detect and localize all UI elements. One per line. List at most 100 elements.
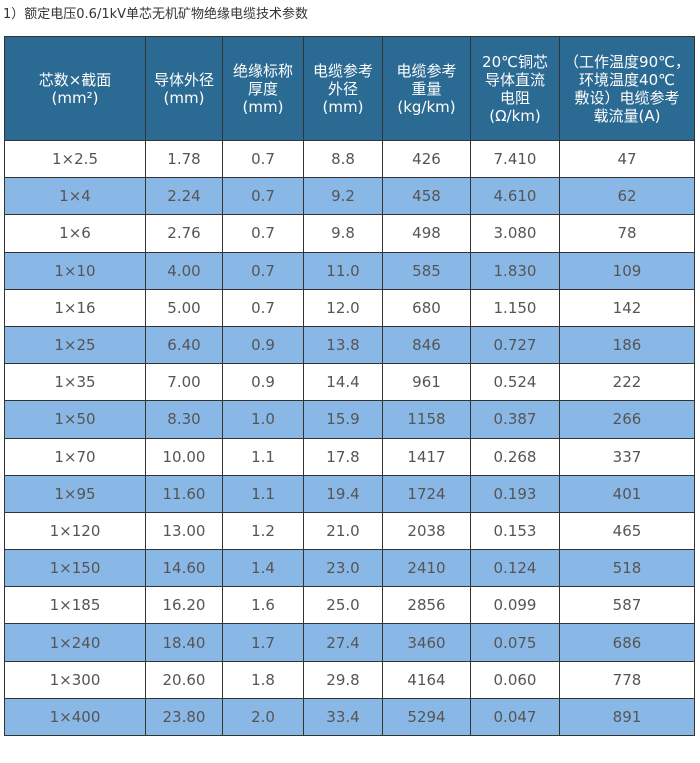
- table-cell: 17.8: [303, 437, 383, 476]
- column-header: 20℃铜芯 导体直流 电阻 (Ω/km): [470, 36, 560, 141]
- table-cell: 1.1: [222, 474, 304, 513]
- table-cell: 1.4: [222, 549, 304, 588]
- table-cell: 0.153: [470, 511, 560, 551]
- table-cell: 13.00: [145, 511, 223, 551]
- table-row: 1×10 4.00 0.7 11.0 585 1.830 109: [4, 251, 695, 290]
- table-cell: 1.1: [222, 437, 304, 476]
- table-cell: 0.7: [222, 139, 304, 179]
- table-cell: 846: [382, 325, 471, 365]
- table-cell: 337: [559, 437, 695, 476]
- table-cell: 1×10: [4, 251, 146, 290]
- table-cell: 1.6: [222, 586, 304, 625]
- table-cell: 1×300: [4, 660, 146, 699]
- table-cell: 2.76: [145, 214, 223, 253]
- table-cell: 0.047: [470, 697, 560, 737]
- table-cell: 10.00: [145, 437, 223, 476]
- table-cell: 2856: [382, 586, 471, 625]
- table-cell: 4.00: [145, 251, 223, 290]
- table-cell: 5294: [382, 697, 471, 737]
- table-cell: 3.080: [470, 214, 560, 253]
- table-cell: 0.524: [470, 363, 560, 402]
- table-cell: 426: [382, 139, 471, 179]
- table-cell: 1×150: [4, 549, 146, 588]
- table-cell: 0.075: [470, 623, 560, 662]
- table-cell: 1×35: [4, 363, 146, 402]
- table-cell: 29.8: [303, 660, 383, 699]
- table-cell: 0.193: [470, 474, 560, 513]
- table-cell: 1724: [382, 474, 471, 513]
- table-cell: 2038: [382, 511, 471, 551]
- table-cell: 47: [559, 139, 695, 179]
- table-cell: 186: [559, 325, 695, 365]
- column-header: 芯数×截面 (mm²): [4, 36, 146, 141]
- table-cell: 3460: [382, 623, 471, 662]
- table-cell: 1×240: [4, 623, 146, 662]
- table-row: 1×4 2.24 0.7 9.2 458 4.610 62: [4, 177, 695, 216]
- table-cell: 458: [382, 177, 471, 216]
- table-cell: 0.7: [222, 214, 304, 253]
- table-row: 1×25 6.40 0.9 13.8 846 0.727 186: [4, 325, 695, 365]
- table-cell: 21.0: [303, 511, 383, 551]
- table-cell: 109: [559, 251, 695, 290]
- spec-table: 芯数×截面 (mm²) 导体外径 (mm) 绝缘标称 厚度 (mm) 电缆参考 外径 …: [4, 36, 695, 737]
- table-cell: 1×120: [4, 511, 146, 551]
- table-cell: 4164: [382, 660, 471, 699]
- table-cell: 1×2.5: [4, 139, 146, 179]
- table-cell: 19.4: [303, 474, 383, 513]
- table-cell: 25.0: [303, 586, 383, 625]
- table-cell: 13.8: [303, 325, 383, 365]
- table-cell: 891: [559, 697, 695, 737]
- column-header: 绝缘标称 厚度 (mm): [222, 36, 304, 141]
- table-cell: 0.9: [222, 363, 304, 402]
- table-cell: 0.387: [470, 400, 560, 439]
- table-row: 1×400 23.80 2.0 33.4 5294 0.047 891: [4, 697, 695, 737]
- table-cell: 686: [559, 623, 695, 662]
- table-cell: 587: [559, 586, 695, 625]
- table-cell: 778: [559, 660, 695, 699]
- table-cell: 2.24: [145, 177, 223, 216]
- table-cell: 401: [559, 474, 695, 513]
- table-cell: 0.7: [222, 251, 304, 290]
- table-cell: 1×50: [4, 400, 146, 439]
- table-row: 1×50 8.30 1.0 15.9 1158 0.387 266: [4, 400, 695, 439]
- table-cell: 0.7: [222, 177, 304, 216]
- table-cell: 8.8: [303, 139, 383, 179]
- table-cell: 0.727: [470, 325, 560, 365]
- table-cell: 7.410: [470, 139, 560, 179]
- table-row: 1×16 5.00 0.7 12.0 680 1.150 142: [4, 288, 695, 327]
- table-cell: 1×25: [4, 325, 146, 365]
- table-cell: 11.60: [145, 474, 223, 513]
- table-cell: 961: [382, 363, 471, 402]
- table-cell: 518: [559, 549, 695, 588]
- table-cell: 0.7: [222, 288, 304, 327]
- table-cell: 14.4: [303, 363, 383, 402]
- table-cell: 15.9: [303, 400, 383, 439]
- table-cell: 1×16: [4, 288, 146, 327]
- table-cell: 4.610: [470, 177, 560, 216]
- table-cell: 1417: [382, 437, 471, 476]
- table-cell: 142: [559, 288, 695, 327]
- table-cell: 1×400: [4, 697, 146, 737]
- table-cell: 78: [559, 214, 695, 253]
- table-cell: 7.00: [145, 363, 223, 402]
- column-header: 电缆参考 重量 (kg/km): [382, 36, 471, 141]
- table-cell: 9.2: [303, 177, 383, 216]
- table-cell: 9.8: [303, 214, 383, 253]
- table-cell: 33.4: [303, 697, 383, 737]
- table-cell: 498: [382, 214, 471, 253]
- table-cell: 1158: [382, 400, 471, 439]
- table-cell: 5.00: [145, 288, 223, 327]
- table-cell: 0.268: [470, 437, 560, 476]
- table-cell: 1.78: [145, 139, 223, 179]
- table-cell: 23.80: [145, 697, 223, 737]
- table-row: 1×120 13.00 1.2 21.0 2038 0.153 465: [4, 511, 695, 551]
- table-cell: 27.4: [303, 623, 383, 662]
- table-cell: 1.7: [222, 623, 304, 662]
- table-cell: 1×185: [4, 586, 146, 625]
- column-header: 电缆参考 外径 (mm): [303, 36, 383, 141]
- table-cell: 1×95: [4, 474, 146, 513]
- table-cell: 1.8: [222, 660, 304, 699]
- table-row: 1×185 16.20 1.6 25.0 2856 0.099 587: [4, 586, 695, 625]
- table-cell: 585: [382, 251, 471, 290]
- table-cell: 1.150: [470, 288, 560, 327]
